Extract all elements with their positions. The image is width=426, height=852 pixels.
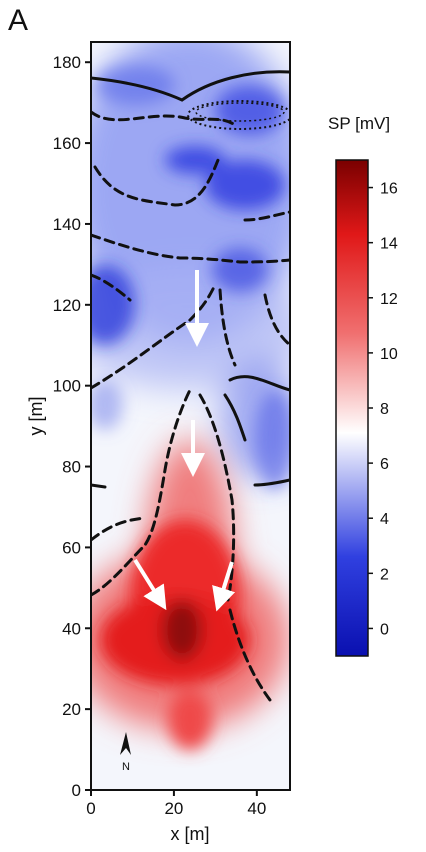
colorbar [335,159,369,657]
y-tick-label: 140 [53,215,81,234]
x-tick-label: 20 [164,799,183,818]
y-tick-label: 120 [53,296,81,315]
colorbar-tick-label: 8 [380,401,389,418]
colorbar-tick-label: 16 [380,181,398,198]
y-tick-label: 60 [62,538,81,557]
colorbar-tick-label: 14 [380,236,398,253]
colorbar-tick-label: 2 [380,566,389,583]
north-label: N [122,761,130,773]
y-axis-label: y [m] [26,397,46,436]
y-tick-label: 160 [53,134,81,153]
colorbar-tick-label: 10 [380,346,398,363]
y-tick-label: 40 [62,619,81,638]
x-tick-label: 40 [247,799,266,818]
y-tick-label: 80 [62,458,81,477]
colorbar-tick-label: 6 [380,456,389,473]
sp-map [91,42,290,790]
colorbar-tick-label: 12 [380,291,398,308]
y-tick-label: 0 [72,781,81,800]
colorbar-tick-label: 4 [380,511,389,528]
x-ticks: 0 20 40 [86,790,266,818]
y-tick-label: 100 [53,377,81,396]
plot-frame [90,41,291,791]
x-axis-label: x [m] [171,824,210,844]
x-tick-label: 0 [86,799,95,818]
y-tick-label: 20 [62,700,81,719]
colorbar-tick-label: 0 [380,621,389,638]
panel-letter: A [8,4,29,37]
y-ticks: 0 20 40 60 80 100 120 140 160 180 [53,53,91,800]
north-arrow-icon: N [120,732,131,773]
colorbar-ticks: 0 2 4 6 8 10 12 14 16 [368,181,398,638]
colorbar-title: SP [mV] [328,114,391,133]
y-tick-label: 180 [53,53,81,72]
